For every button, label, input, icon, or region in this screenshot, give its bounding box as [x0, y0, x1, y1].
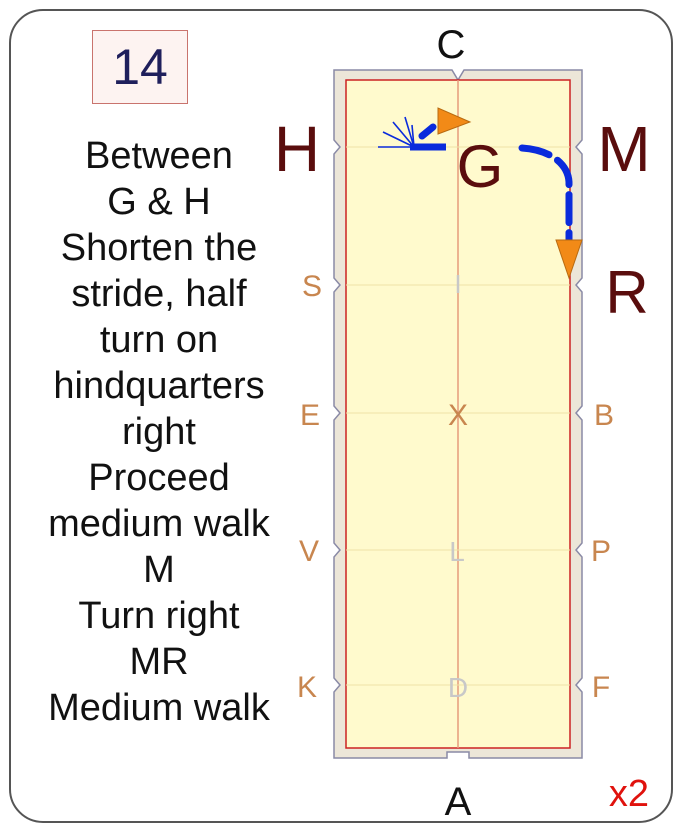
letter-m: M — [597, 113, 650, 185]
instruction-text: Between G & H Shorten the stride, half t… — [14, 133, 304, 731]
letter-v: V — [299, 535, 319, 568]
letter-b: B — [594, 399, 614, 432]
instruction-line: Turn right — [78, 595, 240, 637]
letter-k: K — [297, 671, 317, 704]
letter-e: E — [300, 399, 320, 432]
letter-c: C — [437, 23, 466, 67]
instruction-line: Shorten the — [60, 227, 258, 269]
instruction-line: M — [143, 549, 175, 591]
direction-arrow-right-icon — [437, 107, 472, 135]
letter-i: I — [454, 269, 461, 299]
instruction-line: Medium walk — [48, 687, 270, 729]
instruction-line: MR — [129, 641, 189, 683]
instruction-line: right — [122, 411, 196, 453]
movement-number-box: 14 — [92, 30, 188, 104]
letter-f: F — [592, 671, 610, 704]
instruction-line: stride, half — [71, 273, 247, 315]
instruction-line: Between — [85, 135, 233, 177]
movement-number: 14 — [112, 39, 168, 95]
instruction-line: medium walk — [48, 503, 270, 545]
instruction-line: hindquarters — [53, 365, 265, 407]
path-turn-dash — [418, 123, 437, 140]
letter-x: X — [448, 399, 468, 432]
letter-l: L — [449, 536, 465, 567]
letter-r: R — [605, 259, 648, 326]
letter-d: D — [448, 672, 468, 703]
letter-a: A — [445, 780, 472, 824]
half-turn-fan-icon — [378, 116, 415, 148]
instruction-line: turn on — [99, 319, 219, 361]
letter-g: G — [457, 133, 504, 200]
ride-path — [518, 144, 573, 249]
letter-h: H — [274, 113, 320, 185]
letter-s: S — [302, 270, 322, 303]
repeat-label: x2 — [609, 773, 649, 815]
letter-p: P — [591, 535, 611, 568]
direction-arrow-down-icon — [555, 239, 583, 280]
instruction-line: Proceed — [88, 457, 230, 499]
instruction-line: G & H — [107, 181, 211, 223]
